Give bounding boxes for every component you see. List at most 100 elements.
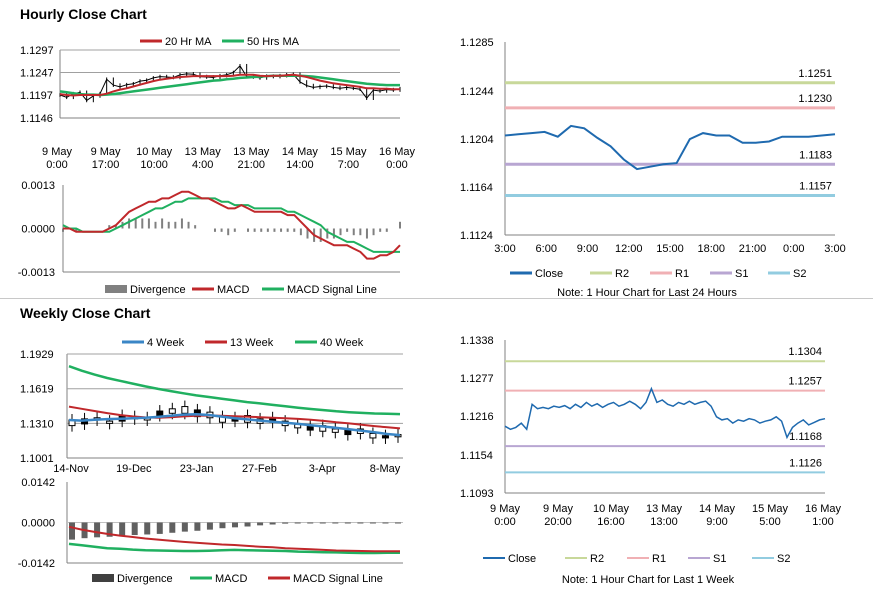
hourly-pivot-x-tick-label: 15:00 xyxy=(656,243,684,255)
weekly-pivot-x-tick-label: 0:00 xyxy=(494,516,515,528)
hourly-macd-divergence-legend-label: Divergence xyxy=(130,284,186,296)
hourly-price-x-tick-label: 14 May xyxy=(282,146,319,158)
hourly-price-x-tick-label: 16 May xyxy=(379,146,416,158)
weekly-pivot-x-tick-label: 14 May xyxy=(699,503,736,515)
weekly-13week-line xyxy=(68,405,401,430)
weekly-pivot-x-tick-label: 5:00 xyxy=(759,516,780,528)
weekly-candle-body xyxy=(181,406,189,414)
weekly-pivot-x-tick-label: 1:00 xyxy=(812,516,833,528)
weekly-price-x-tick-label: 23-Jan xyxy=(180,463,214,475)
weekly-macd-y-tick-label: 0.0142 xyxy=(21,477,55,489)
weekly-price-x-tick-label: 27-Feb xyxy=(242,463,277,475)
weekly-4week-line xyxy=(68,412,401,437)
hourly-price-x-tick-label: 10:00 xyxy=(140,159,168,171)
hourly-price-x-tick-label: 10 May xyxy=(136,146,173,158)
hourly-pivot-r1-label: 1.1230 xyxy=(798,93,832,105)
hourly-price-x-tick-label: 15 May xyxy=(330,146,367,158)
hourly-price-x-tick-label: 0:00 xyxy=(386,159,407,171)
weekly-price-x-tick-label: 19-Dec xyxy=(116,463,152,475)
weekly-40week-legend-label: 40 Week xyxy=(320,337,364,349)
hourly-pivot-x-tick-label: 12:00 xyxy=(615,243,643,255)
weekly-pivot-x-tick-label: 16 May xyxy=(805,503,842,515)
weekly-macd-divergence-bar xyxy=(395,522,401,524)
weekly-macd-divergence-bar xyxy=(144,522,151,535)
weekly-pivot-note: Note: 1 Hour Chart for Last 1 Week xyxy=(562,574,735,586)
weekly-pivot-x-tick-label: 9:00 xyxy=(706,516,727,528)
weekly-macd-divergence-bar xyxy=(206,522,213,530)
weekly-pivot-x-tick-label: 15 May xyxy=(752,503,789,515)
weekly-macd-divergence-bar xyxy=(269,522,276,525)
hourly-pivot-x-tick-label: 9:00 xyxy=(577,243,598,255)
weekly-pivot-x-tick-label: 13 May xyxy=(646,503,683,515)
weekly-macd-divergence-bar xyxy=(131,522,138,536)
weekly-candle-body xyxy=(344,429,352,436)
weekly-macd-divergence-bar xyxy=(307,522,314,524)
hourly-pivot-x-tick-label: 21:00 xyxy=(739,243,767,255)
hourly-pivot-note: Note: 1 Hour Chart for Last 24 Hours xyxy=(557,287,737,299)
weekly-pivot-x-tick-label: 13:00 xyxy=(650,516,678,528)
section-divider xyxy=(0,298,873,299)
weekly-price-y-tick-label: 1.1929 xyxy=(20,349,54,361)
weekly-macd-divergence-bar xyxy=(382,522,389,524)
weekly-macd-divergence-bar xyxy=(344,522,351,524)
weekly-section-title: Weekly Close Chart xyxy=(20,305,151,321)
weekly-macd-divergence-bar xyxy=(169,522,176,533)
weekly-pivot-r2-label: 1.1304 xyxy=(788,346,822,358)
weekly-macd-divergence-bar xyxy=(232,522,238,528)
weekly-macd-divergence-legend-swatch xyxy=(92,574,114,582)
hourly-close-line xyxy=(59,65,401,102)
hourly-pivot-x-tick-label: 18:00 xyxy=(697,243,725,255)
weekly-macd-y-tick-label: -0.0142 xyxy=(18,558,55,570)
hourly-pivot-y-tick-label: 1.1285 xyxy=(460,37,494,49)
weekly-pivot-y-tick-label: 1.1277 xyxy=(460,373,494,385)
weekly-pivot-x-tick-label: 16:00 xyxy=(597,516,625,528)
weekly-macd-line xyxy=(68,542,400,555)
hourly-macd-divergence-legend-swatch xyxy=(105,285,127,293)
weekly-pivot-x-tick-label: 20:00 xyxy=(544,516,572,528)
hourly-macd-line xyxy=(63,190,401,260)
hourly-pivot-x-tick-label: 3:00 xyxy=(824,243,845,255)
hourly-price-x-tick-label: 13 May xyxy=(233,146,270,158)
weekly-pivot-x-tick-label: 10 May xyxy=(593,503,630,515)
hourly-price-x-tick-label: 13 May xyxy=(185,146,222,158)
weekly-macd-signal-legend-label: MACD Signal Line xyxy=(293,573,383,585)
weekly-macd-divergence-bar xyxy=(369,522,376,524)
hourly-pivot-y-tick-label: 1.1204 xyxy=(460,134,494,146)
weekly-macd-divergence-legend-label: Divergence xyxy=(117,573,173,585)
hourly-pivot-x-tick-label: 0:00 xyxy=(783,243,804,255)
weekly-macd-divergence-bar xyxy=(106,522,113,537)
weekly-macd-divergence-bar xyxy=(181,522,188,532)
weekly-price-x-tick-label: 3-Apr xyxy=(309,463,336,475)
hourly-price-x-tick-label: 9 May xyxy=(42,146,72,158)
weekly-macd-divergence-bar xyxy=(69,522,75,540)
weekly-candle-body xyxy=(106,420,114,424)
hourly-pivot-close-legend-label: Close xyxy=(535,268,563,280)
weekly-macd-divergence-bar xyxy=(119,522,126,536)
hourly-price-x-tick-label: 7:00 xyxy=(338,159,359,171)
hourly-pivot-r2-legend-label: R2 xyxy=(615,268,629,280)
weekly-candle-body xyxy=(168,408,176,414)
hourly-pivot-r1-legend-label: R1 xyxy=(675,268,689,280)
weekly-price-x-tick-label: 8-May xyxy=(370,463,401,475)
hourly-20hr-ma-line xyxy=(59,73,400,97)
hourly-pivot-x-tick-label: 3:00 xyxy=(494,243,515,255)
weekly-13week-legend-label: 13 Week xyxy=(230,337,274,349)
hourly-price-y-tick-label: 1.1247 xyxy=(20,68,54,80)
hourly-pivot-r2-label: 1.1251 xyxy=(798,68,832,80)
weekly-price-y-tick-label: 1.1001 xyxy=(20,453,54,465)
weekly-4week-legend-label: 4 Week xyxy=(147,337,185,349)
weekly-40week-line xyxy=(68,365,401,416)
weekly-price-y-tick-label: 1.1310 xyxy=(20,418,54,430)
weekly-price-x-tick-label: 14-Nov xyxy=(53,463,89,475)
hourly-pivot-s2-label: 1.1157 xyxy=(799,180,832,192)
hourly-price-y-tick-label: 1.1146 xyxy=(20,113,53,125)
weekly-pivot-r2-legend-label: R2 xyxy=(590,553,604,565)
weekly-pivot-s1-label: 1.1168 xyxy=(789,431,822,443)
hourly-pivot-s2-legend-label: S2 xyxy=(793,268,806,280)
hourly-pivot-y-tick-label: 1.1124 xyxy=(460,230,493,242)
weekly-pivot-s2-legend-label: S2 xyxy=(777,553,790,565)
hourly-pivot-s1-label: 1.1183 xyxy=(799,149,832,161)
hourly-pivot-x-tick-label: 6:00 xyxy=(536,243,557,255)
weekly-macd-divergence-bar xyxy=(294,522,301,524)
